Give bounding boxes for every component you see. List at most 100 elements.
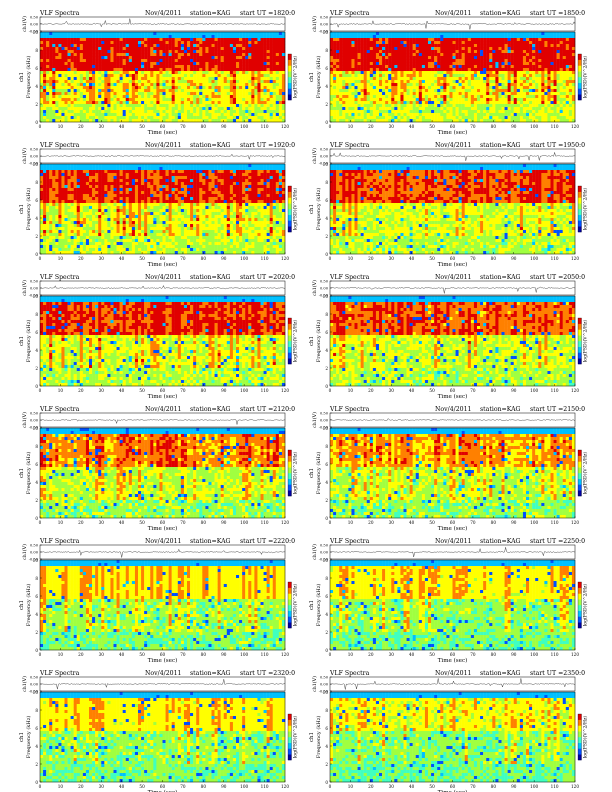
spectrogram-cell bbox=[282, 77, 285, 80]
spectrogram-cell bbox=[193, 44, 196, 47]
x-tick-label: 0 bbox=[39, 124, 42, 129]
spectrogram-cell bbox=[101, 95, 104, 98]
spectrogram-cell bbox=[193, 116, 196, 119]
spectrogram-cell bbox=[419, 110, 422, 113]
spectrogram-cell bbox=[385, 71, 388, 74]
spectrogram-cell bbox=[422, 62, 425, 65]
spectrogram-cell bbox=[440, 110, 443, 113]
spectrogram-cell bbox=[83, 80, 86, 83]
spectrogram-cell bbox=[123, 74, 126, 77]
spectrogram-cell bbox=[138, 38, 141, 41]
spectrogram-cell bbox=[68, 98, 71, 101]
spectrogram-cell bbox=[224, 41, 227, 44]
spectrogram-cell bbox=[104, 104, 107, 107]
spectrogram-cell bbox=[114, 59, 117, 62]
spectrogram-cell bbox=[471, 41, 474, 44]
spectrogram-cell bbox=[86, 71, 89, 74]
spectrogram-cell bbox=[212, 86, 215, 89]
spectrogram-cell bbox=[110, 65, 113, 68]
spectrogram-cell bbox=[333, 101, 336, 104]
spectrogram-cell bbox=[251, 35, 254, 38]
spectrogram-cell bbox=[208, 44, 211, 47]
spectrogram-cell bbox=[199, 86, 202, 89]
spectrogram-cell bbox=[95, 68, 98, 71]
spectrogram-cell bbox=[425, 47, 428, 50]
spectrogram-cell bbox=[254, 104, 257, 107]
spectrogram-cell bbox=[208, 71, 211, 74]
spectrogram-cell bbox=[98, 116, 101, 119]
spectrogram-cell bbox=[355, 35, 358, 38]
spectrogram-cell bbox=[98, 38, 101, 41]
spectrogram-cell bbox=[370, 107, 373, 110]
spectrogram-cell bbox=[419, 92, 422, 95]
spectrogram-cell bbox=[55, 98, 58, 101]
spectrogram-cell bbox=[495, 56, 498, 59]
spectrogram-cell bbox=[267, 65, 270, 68]
spectrogram-cell bbox=[273, 38, 276, 41]
spectrogram-cell bbox=[175, 119, 178, 122]
spectrogram-cell bbox=[163, 95, 166, 98]
spectrogram-cell bbox=[254, 44, 257, 47]
spectrogram-cell bbox=[459, 59, 462, 62]
spectrogram-cell bbox=[169, 86, 172, 89]
spectrogram-cell bbox=[193, 35, 196, 38]
spectrogram-cell bbox=[336, 104, 339, 107]
spectrogram-cell bbox=[355, 44, 358, 47]
spectrogram-cell bbox=[159, 86, 162, 89]
spectrogram-cell bbox=[46, 47, 49, 50]
spectrogram-cell bbox=[224, 50, 227, 53]
spectrogram-cell bbox=[205, 53, 208, 56]
spectrogram-cell bbox=[498, 98, 501, 101]
spectrogram-cell bbox=[505, 32, 508, 35]
spectrogram-cell bbox=[65, 107, 68, 110]
spectrogram-cell bbox=[159, 83, 162, 86]
spectrogram-cell bbox=[267, 68, 270, 71]
spectrogram-cell bbox=[422, 56, 425, 59]
spectrogram-cell bbox=[495, 116, 498, 119]
spectrogram-cell bbox=[413, 47, 416, 50]
spectrogram-cell bbox=[345, 101, 348, 104]
spectrogram-cell bbox=[355, 98, 358, 101]
spectrogram-cell bbox=[181, 35, 184, 38]
spectrogram-cell bbox=[254, 35, 257, 38]
spectrogram-cell bbox=[205, 86, 208, 89]
spectrogram-cell bbox=[199, 47, 202, 50]
spectrogram-cell bbox=[453, 83, 456, 86]
spectrogram-cell bbox=[428, 74, 431, 77]
spectrogram-cell bbox=[364, 35, 367, 38]
spectrogram-cell bbox=[339, 98, 342, 101]
spectrogram-cell bbox=[144, 101, 147, 104]
spectrogram-cell bbox=[55, 116, 58, 119]
spectrogram-cell bbox=[114, 62, 117, 65]
spectrogram-cell bbox=[348, 65, 351, 68]
spectrogram-cell bbox=[61, 35, 64, 38]
spectrogram-cell bbox=[264, 50, 267, 53]
spectrogram-cell bbox=[205, 95, 208, 98]
spectrogram-cell bbox=[239, 119, 242, 122]
spectrogram-cell bbox=[153, 62, 156, 65]
spectrogram-cell bbox=[254, 113, 257, 116]
spectrogram-cell bbox=[233, 62, 236, 65]
spectrogram-cell bbox=[449, 77, 452, 80]
spectrogram-cell bbox=[446, 50, 449, 53]
spectrogram-cell bbox=[144, 38, 147, 41]
spectrogram-cell bbox=[431, 89, 434, 92]
spectrogram-cell bbox=[376, 50, 379, 53]
spectrogram-cell bbox=[58, 104, 61, 107]
spectrogram-cell bbox=[187, 71, 190, 74]
spectrogram-cell bbox=[58, 89, 61, 92]
spectrogram-cell bbox=[40, 65, 43, 68]
spectrogram-cell bbox=[61, 53, 64, 56]
spectrogram-cell bbox=[230, 80, 233, 83]
spectrogram-cell bbox=[86, 62, 89, 65]
spectrogram-cell bbox=[407, 92, 410, 95]
spectrogram-cell bbox=[147, 53, 150, 56]
spectrogram-cell bbox=[74, 62, 77, 65]
spectrogram-cell bbox=[110, 110, 113, 113]
spectrogram-cell bbox=[270, 101, 273, 104]
spectrogram-cell bbox=[181, 107, 184, 110]
spectrogram-cell bbox=[236, 113, 239, 116]
spectrogram-cell bbox=[55, 104, 58, 107]
spectrogram-cell bbox=[92, 68, 95, 71]
spectrogram-cell bbox=[117, 110, 120, 113]
